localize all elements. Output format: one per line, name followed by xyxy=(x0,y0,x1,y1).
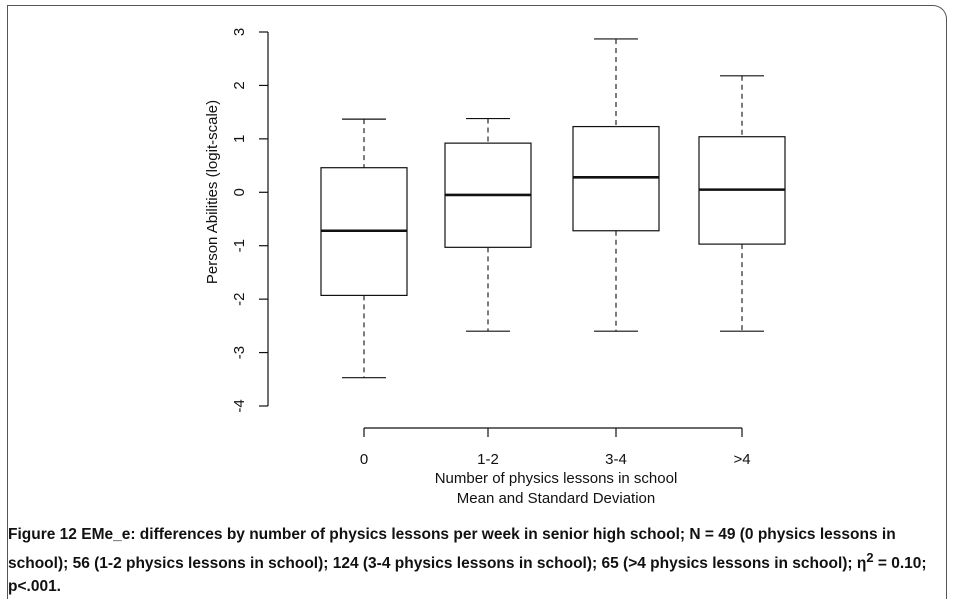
y-tick-label: -4 xyxy=(231,399,248,412)
box-group xyxy=(444,117,532,332)
y-tick-label: 2 xyxy=(231,81,248,89)
box-group xyxy=(572,38,660,332)
iqr-box xyxy=(572,125,660,232)
x-axis-sublabel: Mean and Standard Deviation xyxy=(457,490,655,507)
y-tick-label: 3 xyxy=(231,28,248,36)
figure-label: Figure 12 xyxy=(8,526,77,543)
y-tick-label: 1 xyxy=(231,135,248,143)
caption-superscript: 2 xyxy=(866,550,874,565)
y-axis: -4 -3 -2 -1 0 1 2 3 xyxy=(231,28,269,413)
caption-text-2: = 0.10; p<.001. xyxy=(8,555,927,596)
y-tick-label: -1 xyxy=(231,239,248,252)
figure-frame xyxy=(7,5,947,599)
x-tick-label: 3-4 xyxy=(605,451,627,468)
x-axis-label: Number of physics lessons in school xyxy=(435,470,678,487)
box-group xyxy=(320,118,408,379)
boxplot-chart: -4 -3 -2 -1 0 1 2 3 0 1-2 3-4 >4 Person Abilities … xyxy=(204,28,786,507)
boxes xyxy=(320,38,786,379)
y-tick-label: -2 xyxy=(231,292,248,305)
y-axis-label: Person Abilities (logit-scale) xyxy=(204,100,221,284)
x-tick-label: 1-2 xyxy=(477,451,499,468)
caption-text-1: EMe_e: differences by number of physics … xyxy=(8,526,896,573)
figure-caption: Figure 12 EMe_e: differences by number o… xyxy=(8,523,938,598)
box-group xyxy=(698,75,786,332)
y-tick-label: -3 xyxy=(231,346,248,359)
x-tick-label: >4 xyxy=(733,451,750,468)
y-tick-label: 0 xyxy=(231,188,248,196)
x-tick-label: 0 xyxy=(360,451,368,468)
x-axis: 0 1-2 3-4 >4 xyxy=(360,427,751,468)
